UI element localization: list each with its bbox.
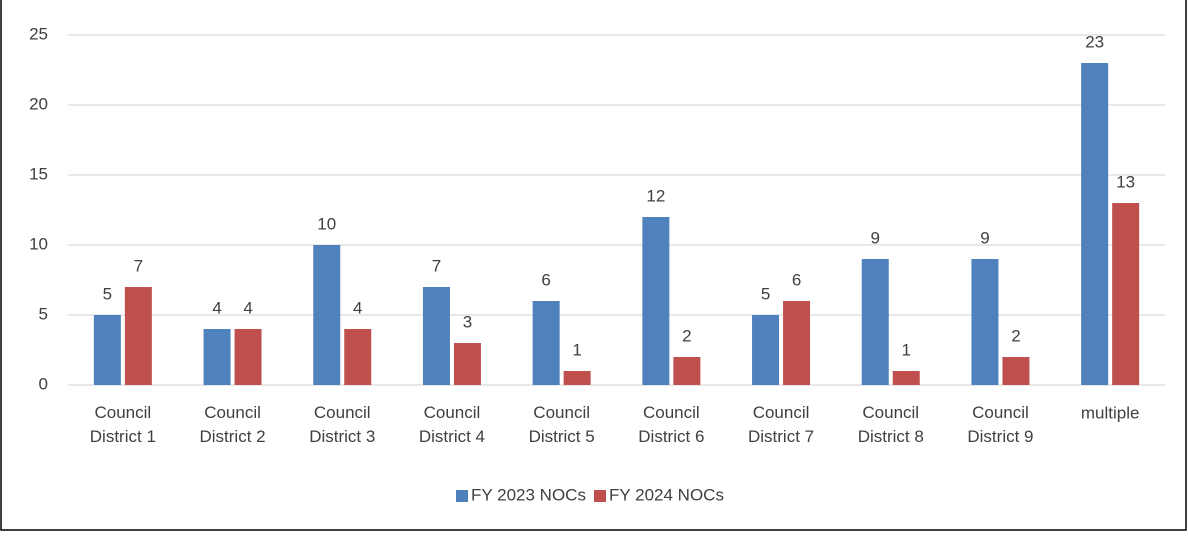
y-tick-label: 15: [29, 164, 48, 183]
bar: [344, 329, 372, 385]
x-tick-label: Council District 8: [858, 403, 924, 446]
bar: [971, 259, 999, 385]
bar: [203, 329, 231, 385]
bar: [892, 371, 920, 385]
y-tick-label: 0: [39, 374, 48, 393]
legend-swatch: [594, 490, 606, 502]
x-tick-label: Council District 6: [638, 403, 704, 446]
data-label: 5: [761, 284, 770, 303]
data-label: 6: [541, 270, 550, 289]
bar: [1112, 203, 1140, 385]
x-tick-label: multiple: [1081, 403, 1140, 422]
bar: [1081, 63, 1109, 385]
bar: [93, 315, 121, 385]
data-label: 5: [103, 284, 112, 303]
data-label: 10: [317, 214, 336, 233]
bar: [313, 245, 341, 385]
x-tick-label: Council District 9: [967, 403, 1033, 446]
data-label: 23: [1085, 32, 1104, 51]
x-tick-label: Council District 5: [529, 403, 595, 446]
bar: [563, 371, 591, 385]
bar: [752, 315, 780, 385]
bar: [422, 287, 450, 385]
legend-label: FY 2023 NOCs: [471, 485, 586, 504]
x-tick-label: Council District 7: [748, 403, 814, 446]
bar: [234, 329, 262, 385]
y-tick-label: 20: [29, 94, 48, 113]
legend-swatch: [456, 490, 468, 502]
bar: [532, 301, 560, 385]
bar: [642, 217, 670, 385]
y-tick-label: 25: [29, 24, 48, 43]
bar: [673, 357, 701, 385]
data-label: 7: [134, 256, 143, 275]
bar: [1002, 357, 1030, 385]
bar: [124, 287, 152, 385]
bar: [861, 259, 889, 385]
data-label: 7: [432, 256, 441, 275]
bar: [783, 301, 811, 385]
data-label: 4: [353, 298, 362, 317]
x-tick-label: Council District 3: [309, 403, 375, 446]
legend-label: FY 2024 NOCs: [609, 485, 724, 504]
data-label: 2: [682, 326, 691, 345]
x-tick-label: Council District 4: [419, 403, 485, 446]
bar: [453, 343, 481, 385]
data-label: 9: [980, 228, 989, 247]
y-tick-label: 10: [29, 234, 48, 253]
y-tick-label: 5: [39, 304, 48, 323]
data-label: 13: [1116, 172, 1135, 191]
x-tick-label: Council District 2: [199, 403, 265, 446]
data-label: 4: [212, 298, 221, 317]
data-label: 12: [646, 186, 665, 205]
data-label: 3: [463, 312, 472, 331]
data-label: 6: [792, 270, 801, 289]
data-label: 9: [871, 228, 880, 247]
data-label: 1: [902, 340, 911, 359]
x-tick-label: Council District 1: [90, 403, 156, 446]
data-label: 2: [1011, 326, 1020, 345]
data-label: 1: [572, 340, 581, 359]
data-label: 4: [243, 298, 252, 317]
